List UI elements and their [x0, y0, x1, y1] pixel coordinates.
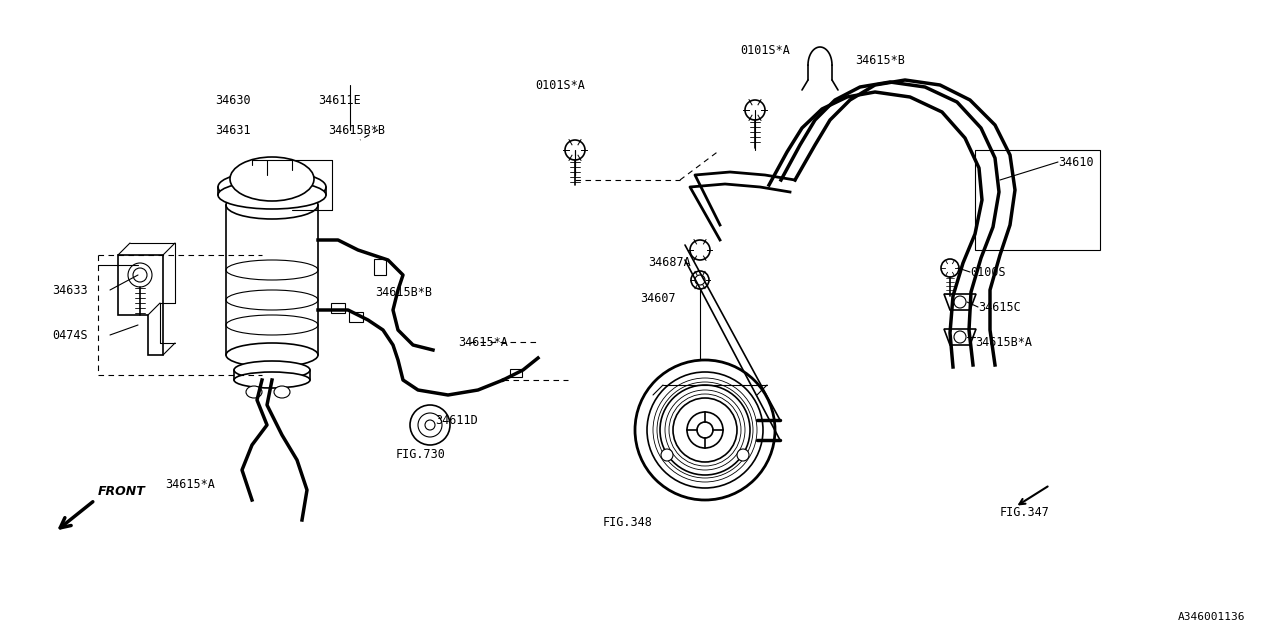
- Text: 0101S*A: 0101S*A: [535, 79, 585, 92]
- Text: 34610: 34610: [1059, 156, 1093, 168]
- Text: FIG.730: FIG.730: [396, 449, 445, 461]
- Circle shape: [687, 412, 723, 448]
- Ellipse shape: [274, 386, 291, 398]
- Bar: [653, 395, 756, 465]
- Polygon shape: [374, 259, 387, 275]
- Text: 34631: 34631: [215, 124, 251, 136]
- Text: 34615*B: 34615*B: [855, 54, 905, 67]
- Text: FIG.348: FIG.348: [603, 515, 653, 529]
- Ellipse shape: [227, 191, 317, 219]
- Text: 34611E: 34611E: [317, 93, 361, 106]
- Circle shape: [954, 296, 966, 308]
- Circle shape: [419, 413, 442, 437]
- Text: 0474S: 0474S: [52, 328, 87, 342]
- Polygon shape: [509, 369, 522, 377]
- Circle shape: [635, 360, 774, 500]
- Ellipse shape: [246, 386, 262, 398]
- Text: 34615*A: 34615*A: [165, 479, 215, 492]
- Text: 34615C: 34615C: [978, 301, 1020, 314]
- Circle shape: [691, 271, 709, 289]
- Text: 34607: 34607: [640, 291, 676, 305]
- Text: 34615B*B: 34615B*B: [328, 124, 385, 136]
- Polygon shape: [349, 312, 364, 322]
- Text: 34611D: 34611D: [435, 413, 477, 426]
- Circle shape: [660, 449, 673, 461]
- Polygon shape: [118, 255, 163, 355]
- Circle shape: [410, 405, 451, 445]
- Text: 34687A: 34687A: [648, 255, 691, 269]
- Circle shape: [695, 275, 705, 285]
- Polygon shape: [945, 329, 977, 345]
- Ellipse shape: [218, 181, 326, 209]
- Circle shape: [564, 140, 585, 160]
- Text: 34615B*A: 34615B*A: [975, 335, 1032, 349]
- Ellipse shape: [230, 157, 314, 201]
- Circle shape: [941, 259, 959, 277]
- Circle shape: [425, 420, 435, 430]
- Circle shape: [646, 372, 763, 488]
- Text: 34630: 34630: [215, 93, 251, 106]
- Circle shape: [128, 263, 152, 287]
- Text: 34615*A: 34615*A: [458, 335, 508, 349]
- Ellipse shape: [218, 171, 326, 203]
- Ellipse shape: [234, 361, 310, 379]
- Circle shape: [690, 240, 710, 260]
- Polygon shape: [945, 294, 977, 310]
- Text: 34615B*B: 34615B*B: [375, 285, 433, 298]
- Circle shape: [673, 398, 737, 462]
- Circle shape: [954, 331, 966, 343]
- Circle shape: [745, 100, 765, 120]
- Text: 0101S*A: 0101S*A: [740, 44, 790, 56]
- Circle shape: [698, 422, 713, 438]
- Text: 0100S: 0100S: [970, 266, 1006, 278]
- Text: FRONT: FRONT: [99, 485, 146, 498]
- Text: 34633: 34633: [52, 284, 87, 296]
- Circle shape: [737, 449, 749, 461]
- Bar: [975, 150, 1100, 250]
- Ellipse shape: [227, 343, 317, 367]
- Ellipse shape: [234, 372, 310, 388]
- Text: FIG.347: FIG.347: [1000, 506, 1050, 518]
- Polygon shape: [332, 303, 346, 313]
- Circle shape: [133, 268, 147, 282]
- Text: A346001136: A346001136: [1178, 612, 1245, 622]
- Circle shape: [660, 385, 750, 475]
